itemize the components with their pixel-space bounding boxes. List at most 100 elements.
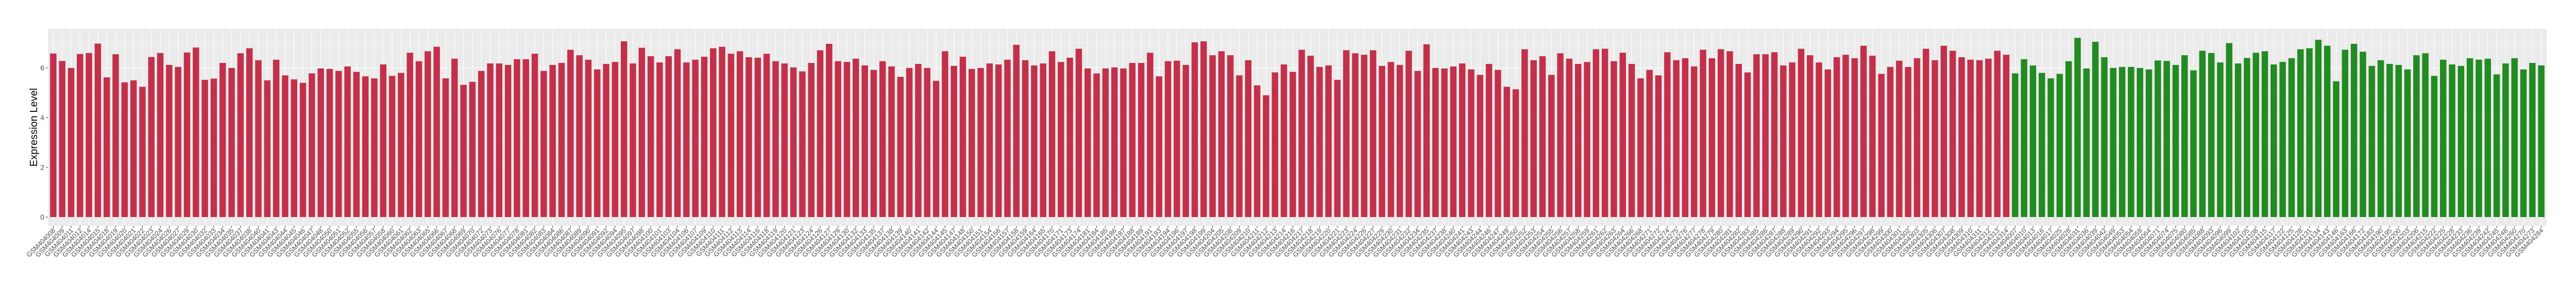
bar-GSM404223 [1343,50,1350,218]
bar-GSM404224 [1352,53,1359,218]
bar-GSM404150 [968,69,975,218]
bar-GSM404198 [1191,42,1198,218]
bar-GSM404217 [1298,49,1305,218]
bar-GSM404215 [2422,53,2429,218]
bar-GSM404310 [1967,59,1974,218]
bar-GSM404116 [754,57,761,218]
bar-GSM404246 [1485,64,1493,218]
bar-GSM404103 [665,56,672,218]
bar-GSM404111 [719,46,725,218]
bar-GSM404283 [1744,72,1751,218]
bar-GSM404062 [406,53,413,218]
bar-GSM404020 [121,82,128,218]
bar-GSM404059 [2137,68,2143,218]
bar-GSM404011 [67,68,75,218]
bar-GSM404091 [594,69,601,218]
bar-GSM404078 [514,59,520,218]
bar-GSM404083 [540,71,547,218]
bar-GSM404050 [326,69,333,218]
bar-GSM404154 [986,63,993,218]
bar-GSM404307 [1940,45,1947,218]
bar-GSM404289 [1789,62,1795,218]
bar-GSM404145 [942,51,948,218]
bar-GSM404242 [2484,58,2491,218]
bar-GSM404105 [2244,58,2250,218]
y-axis-title: Expression Level [28,88,40,167]
bar-GSM404248 [2502,63,2509,218]
bar-GSM404035 [228,68,235,218]
bar-GSM404306 [1931,60,1938,218]
bar-GSM404047 [309,73,315,218]
bar-GSM404028 [2065,61,2072,218]
bar-GSM404311 [1976,60,1983,218]
bar-GSM404056 [362,76,369,218]
bar-GSM404229 [1379,65,1385,218]
bar-GSM404214 [1280,64,1287,218]
bar-GSM404226 [1361,55,1368,218]
bar-GSM404218 [1307,56,1314,218]
bar-GSM404197 [1182,64,1189,218]
bar-GSM404013 [2029,65,2037,218]
bar-GSM404099 [2226,43,2233,218]
bar-GSM404232 [1405,51,1412,218]
bar-GSM404092 [603,64,609,218]
bar-GSM404014 [86,53,92,218]
bar-GSM404151 [977,68,984,218]
bar-GSM404275 [1673,60,1680,218]
bar-GSM404278 [1700,49,1706,218]
bar-GSM404137 [879,61,886,218]
bar-GSM404076 [496,63,503,218]
bar-GSM404121 [790,67,797,218]
bar-GSM404245 [2493,74,2500,218]
bar-GSM404095 [620,41,628,218]
bar-GSM404313 [1994,51,2001,218]
bar-GSM404054 [2128,67,2134,218]
bar-GSM404189 [1138,63,1145,218]
bar-GSM404049 [2110,68,2117,218]
bar-GSM404309 [1958,57,1965,218]
bar-GSM404066 [433,46,440,218]
bar-GSM404048 [317,68,324,218]
y-tick-label: 2 [40,163,44,172]
bar-GSM404194 [1164,61,1172,218]
bars [50,38,2545,218]
bar-GSM404058 [380,64,387,218]
bar-GSM404240 [1450,66,1457,218]
bar-GSM404104 [674,49,681,218]
bar-GSM404021 [130,80,137,218]
bar-GSM404270 [2520,69,2527,218]
bar-GSM404053 [2119,67,2126,218]
bar-GSM404292 [1816,62,1822,218]
bar-GSM404024 [157,53,164,218]
bar-GSM404030 [193,47,199,218]
bar-GSM404285 [1753,54,1760,218]
bar-GSM404293 [1824,69,1832,218]
bar-GSM404196 [1174,60,1180,218]
bar-GSM404102 [2234,63,2242,218]
bar-GSM404144 [933,80,940,218]
bar-GSM404036 [2083,68,2090,218]
bar-GSM404038 [246,48,253,218]
bar-GSM404135 [870,70,877,218]
bar-GSM404249 [1503,87,1510,218]
bar-GSM404019 [112,54,119,218]
bar-GSM404170 [1048,51,1056,218]
bar-GSM404171 [1058,62,1064,218]
bar-GSM404081 [522,59,529,218]
bar-GSM404040 [255,60,262,218]
bar-GSM404106 [683,62,690,218]
bar-GSM404282 [1735,64,1742,218]
bar-GSM404109 [701,57,708,218]
bar-GSM404237 [1432,68,1439,218]
bar-GSM404016 [2039,73,2045,218]
bar-GSM404205 [1218,51,1225,218]
plot-panel [48,29,2547,226]
bar-GSM404221 [1334,79,1341,218]
bar-GSM404143 [2324,45,2331,218]
bar-GSM404228 [2449,64,2455,218]
bar-GSM404173 [1066,57,1073,218]
bar-GSM404314 [2003,55,2010,218]
bar-GSM404034 [219,63,226,218]
bar-GSM404271 [1646,70,1653,218]
